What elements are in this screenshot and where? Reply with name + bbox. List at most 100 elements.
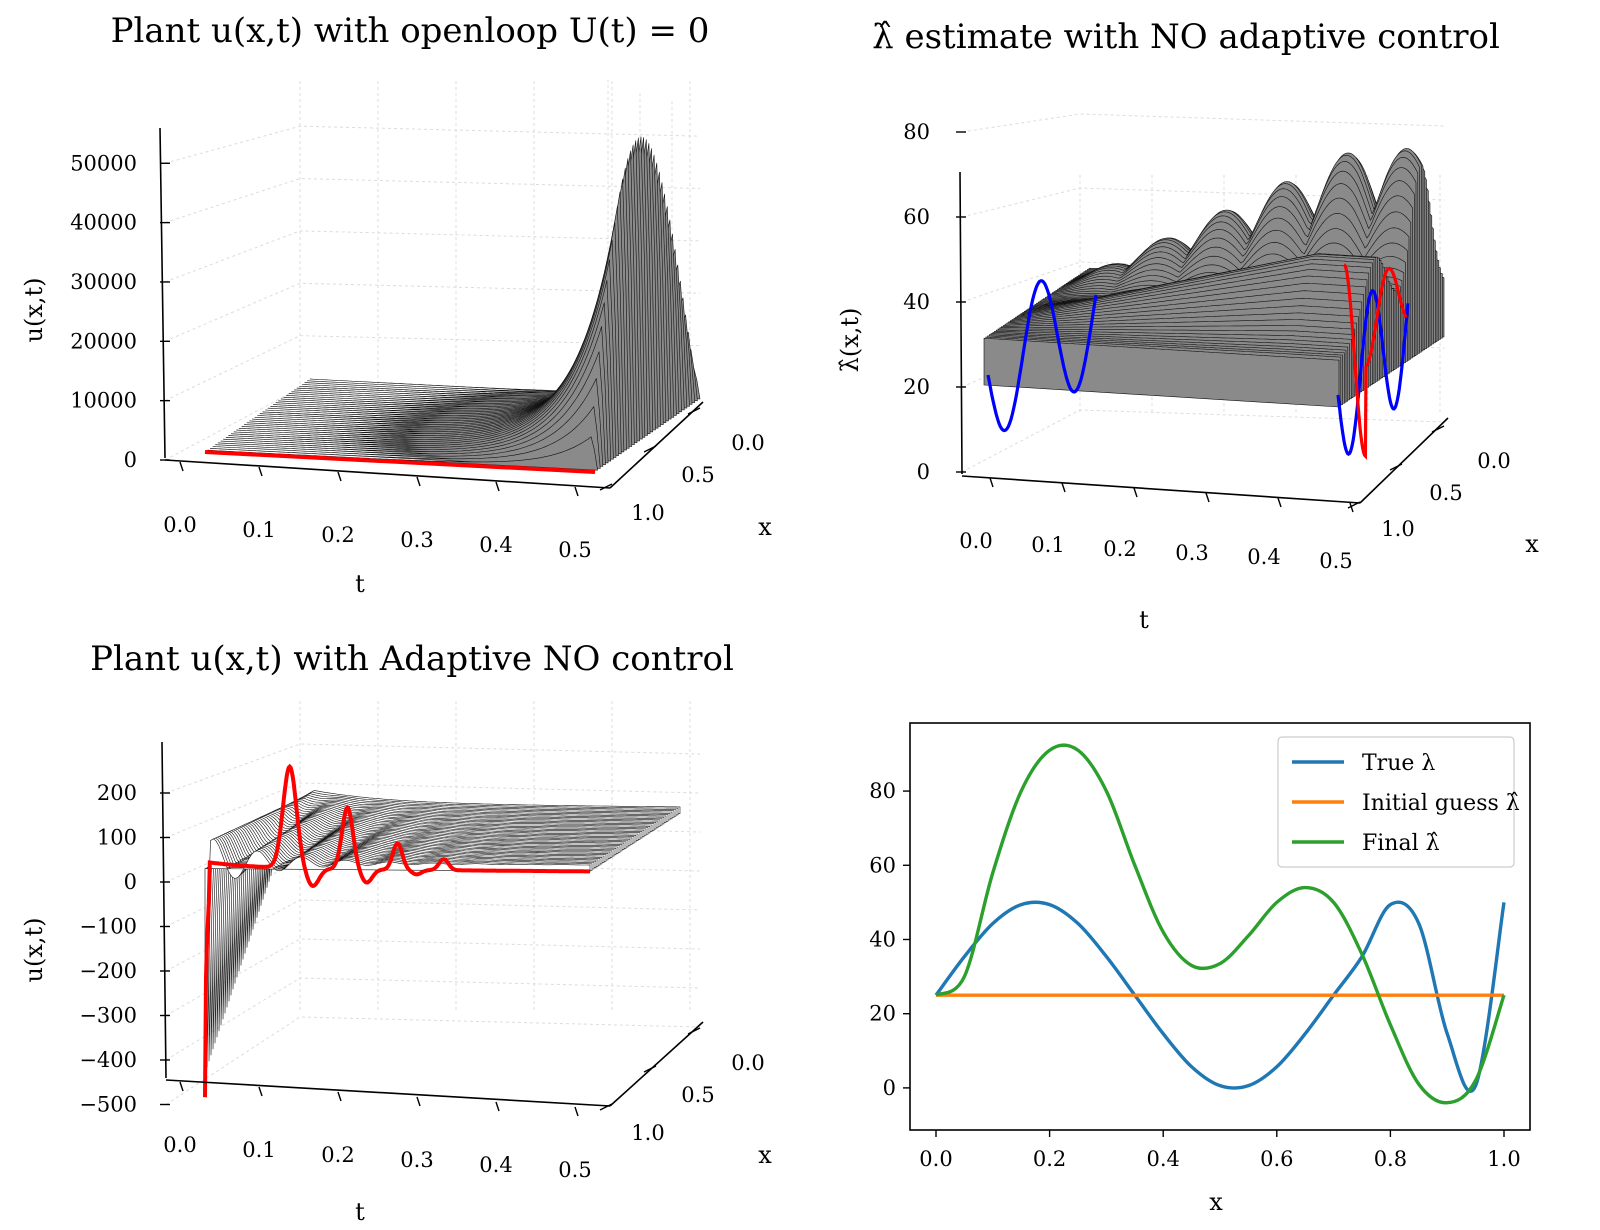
panel3-zlabel: u(x,t) (20, 918, 48, 983)
z-tick-label: 10000 (70, 389, 137, 413)
t-tick (574, 486, 579, 497)
t-tick (1061, 482, 1066, 493)
panel-lambda-estimate-surface: λ̂ estimate with NO adaptive control 0 20… (836, 17, 1539, 634)
t-tick-label: 0.3 (1175, 541, 1208, 565)
panel3-tlabel: t (355, 1198, 365, 1226)
t-tick-label: 0.2 (1103, 537, 1136, 561)
y-tick-label: 40 (869, 927, 896, 951)
t-tick-label: 0.3 (400, 528, 433, 552)
surface-slice (216, 833, 603, 1038)
grid-line (165, 938, 701, 1016)
grid-line (164, 282, 701, 342)
surface-slice (232, 825, 619, 990)
t-tick-label: 0.0 (959, 529, 992, 553)
t-tick (258, 466, 263, 477)
y-tick-label: 80 (869, 779, 896, 803)
grid-line (961, 409, 1446, 473)
panel1-tlabel: t (355, 570, 365, 598)
x-tick-label: 1.0 (1487, 1147, 1520, 1171)
boundary-trace (203, 763, 590, 1098)
legend-entry: Initial guess λ̂ (1362, 791, 1520, 816)
z-tick-label: 50000 (70, 151, 137, 175)
series-line-2 (935, 743, 1506, 1105)
x-tick-label: 0.0 (1477, 449, 1510, 473)
panel4-xlabel: x (1209, 1188, 1223, 1216)
z-tick-label: 40000 (70, 211, 137, 235)
t-tick (416, 1096, 421, 1107)
z-tick-label: 20000 (70, 329, 137, 353)
t-axis-line (961, 475, 1361, 504)
panel1-zlabel: u(x,t) (20, 278, 48, 343)
z-tick-label: 0 (917, 460, 930, 484)
x-tick-label: 0.5 (681, 463, 714, 487)
grid-line (165, 1016, 701, 1105)
surface-slice (212, 834, 599, 1050)
surface-slice (214, 833, 601, 1044)
surface-slice (222, 830, 609, 1020)
t-tick-label: 0.5 (558, 538, 591, 562)
t-tick-label: 0.0 (163, 1133, 196, 1157)
surface-slice (238, 822, 625, 972)
z-tick-label: 0 (124, 870, 137, 894)
x-tick (643, 1065, 657, 1073)
x-tick (599, 1103, 613, 1111)
x-tick (1389, 463, 1403, 471)
x-axis-line (609, 1021, 704, 1107)
panel2-xlabel: x (1525, 530, 1539, 558)
x-axis-line (609, 401, 704, 489)
grid-line (164, 230, 701, 283)
surface-slice (228, 827, 615, 1002)
t-tick-label: 0.5 (558, 1158, 591, 1182)
z-tick-label: 40 (903, 290, 930, 314)
t-tick-label: 0.2 (321, 1143, 354, 1167)
surface-slice (224, 829, 611, 1014)
t-tick (1133, 487, 1138, 498)
panel-openloop-surface: Plant u(x,t) with openloop U(t) = 0 0 100… (20, 11, 772, 598)
x-axis-line (1359, 417, 1449, 504)
panel3-title: Plant u(x,t) with Adaptive NO control (90, 639, 734, 679)
x-tick-label: 0.2 (1033, 1147, 1066, 1171)
t-tick (574, 1106, 579, 1117)
series-line-0 (934, 900, 1506, 1094)
z-tick-label: 80 (903, 120, 930, 144)
surface-slice (226, 828, 613, 1008)
t-tick (337, 1091, 342, 1102)
panel1-title: Plant u(x,t) with openloop U(t) = 0 (111, 11, 710, 51)
grid-line (164, 125, 701, 164)
z-tick-label: −200 (79, 959, 137, 983)
t-tick (258, 1086, 263, 1097)
grid-line (164, 335, 701, 402)
z-tick-label: 20 (903, 375, 930, 399)
t-tick (989, 477, 994, 488)
x-tick (1431, 425, 1445, 433)
surface-slice (242, 821, 629, 960)
z-tick-label: −100 (79, 915, 137, 939)
grid-line (165, 743, 701, 794)
y-tick-label: 60 (869, 853, 896, 877)
grid-line (165, 782, 701, 838)
x-tick-label: 0.6 (1260, 1147, 1293, 1171)
surface-slice (246, 819, 633, 948)
x-tick-label: 1.0 (1381, 517, 1414, 541)
x-tick (687, 1027, 701, 1035)
panel1-xlabel: x (758, 513, 772, 541)
t-tick (416, 476, 421, 487)
t-tick-label: 0.1 (242, 1138, 275, 1162)
x-tick-label: 0.0 (731, 431, 764, 455)
x-tick-label: 1.0 (631, 501, 664, 525)
x-tick (643, 445, 657, 453)
t-axis-line (165, 1079, 611, 1107)
x-tick-label: 0.5 (1429, 481, 1462, 505)
panel2-title: λ̂ estimate with NO adaptive control (872, 17, 1500, 57)
panel2-tlabel: t (1139, 606, 1149, 634)
z-tick-label: −500 (79, 1093, 137, 1117)
t-tick-label: 0.4 (479, 1153, 512, 1177)
surface-slice (250, 817, 637, 936)
t-tick-label: 0.0 (163, 513, 196, 537)
x-tick-label: 0.4 (1146, 1147, 1179, 1171)
z-tick-label: 100 (97, 826, 137, 850)
z-tick-label: 200 (97, 781, 137, 805)
grid-line (165, 977, 701, 1061)
legend-entry: True λ (1362, 751, 1435, 776)
